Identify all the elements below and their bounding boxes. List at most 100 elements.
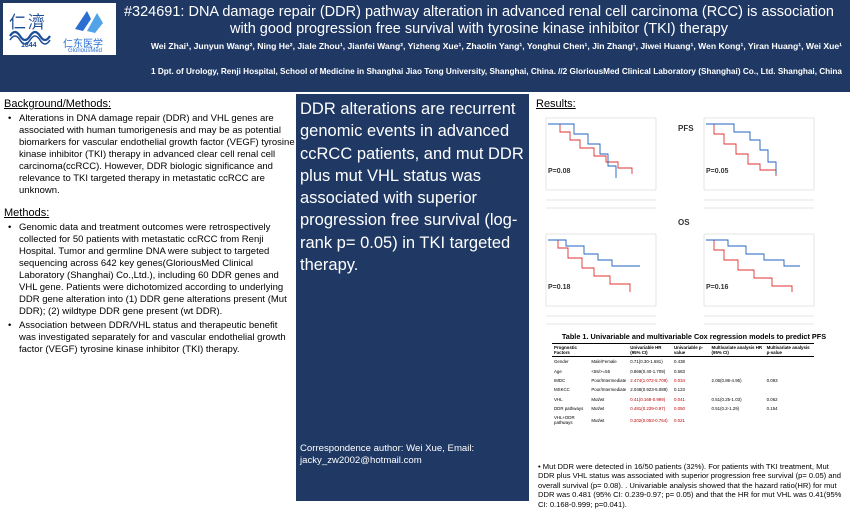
- table-cell: 0.062: [766, 396, 778, 402]
- table-cell: 0.51(0.25-1.03): [711, 396, 742, 402]
- km-plot-svg: [703, 233, 815, 325]
- table-cell: 0.71(0.30-1.681): [630, 359, 663, 365]
- methods-bullet-2: • Association between DDR/VHL status and …: [4, 320, 295, 356]
- pfs-label: PFS: [678, 124, 694, 133]
- background-text: Alterations in DNA damage repair (DDR) a…: [19, 113, 295, 196]
- bullet-marker: •: [8, 320, 12, 331]
- os-label: OS: [678, 218, 690, 227]
- table-row: IMDC Poor/Intermediate 2.474(1.072-5.709…: [552, 376, 814, 385]
- table-cell: 2.06(0.86-4.95): [711, 377, 742, 383]
- table-cell: [765, 413, 814, 427]
- table-row: DDR pathways Mut/wt 0.481(0.239-0.97) 0.…: [552, 404, 814, 413]
- renji-logo-year: 1844: [21, 42, 37, 49]
- affiliation-line: 1 Dpt. of Urology, Renji Hospital, Schoo…: [151, 67, 842, 76]
- renji-logo-text: 仁濟: [9, 13, 47, 33]
- table-cell: 0.093: [766, 377, 778, 383]
- results-summary: • Mut DDR were detected in 16/50 patient…: [538, 462, 846, 509]
- table-cell: [710, 366, 765, 375]
- correspondence: Correspondence author: Wei Xue, Email: j…: [300, 443, 475, 466]
- background-section: Background/Methods: • Alterations in DNA …: [0, 94, 295, 197]
- p-value-label: P=0.18: [548, 284, 571, 291]
- title-banner: 仁濟 1844 仁东医学 GloriousMed #324691: DNA da…: [0, 0, 850, 92]
- table-cell: 0.869(0.40-1.709): [630, 368, 666, 374]
- gloriousmed-logo-en: GloriousMed: [68, 48, 103, 54]
- methods-text-2: Association between DDR/VHL status and t…: [19, 320, 286, 355]
- table-title: Table 1. Univariable and multivariable C…: [561, 332, 827, 341]
- table-cell: 0.050: [673, 406, 685, 412]
- table-cell: 0.041: [673, 396, 685, 402]
- table-header-row: Prognostic Factors Univariable HR (95% C…: [552, 343, 814, 357]
- km-plot-svg: [545, 117, 657, 209]
- background-heading: Background/Methods:: [4, 98, 112, 110]
- table-cell: [765, 366, 814, 375]
- results-summary-text: Mut DDR were detected in 16/50 patients …: [538, 462, 842, 509]
- table-cell: 0.021: [673, 417, 685, 423]
- left-column: Background/Methods: • Alterations in DNA …: [0, 94, 295, 501]
- table-cell: [765, 357, 814, 367]
- table-cell: MSKCC: [554, 387, 570, 393]
- km-plot-pfs-vhl-ddr: P=0.05: [694, 110, 818, 220]
- methods-text-1: Genomic data and treatment outcomes were…: [19, 222, 287, 317]
- table-row: VHL Mut/wt 0.41(0.168-0.999) 0.041 0.51(…: [552, 395, 814, 404]
- title-line-1: #324691: DNA damage repair (DDR) pathway…: [123, 4, 835, 20]
- table-cell: <55/>=55: [591, 368, 611, 374]
- table-header-cell: Univariable HR (95% CI): [628, 343, 672, 357]
- gloriousmed-logo: 仁东医学 GloriousMed: [63, 7, 115, 54]
- results-column: Results: PFS OS P=0.08 P=0.05 P: [532, 94, 850, 501]
- table-cell: [765, 385, 814, 394]
- table-cell: Mut/wt: [591, 417, 605, 423]
- bullet-marker: •: [8, 222, 12, 233]
- table-header-cell: Multivariate analysis p-value: [764, 343, 814, 357]
- table-cell: Poor/Intermediate: [591, 387, 627, 393]
- table-cell: Gender: [554, 359, 569, 365]
- methods-heading: Methods:: [4, 207, 50, 219]
- km-plot-os-ddr: P=0.18: [536, 226, 660, 336]
- table-header-cell: [589, 343, 629, 357]
- table-cell: 0.202(0.053-0.764): [630, 417, 668, 423]
- methods-section: Methods: • Genomic data and treatment out…: [0, 197, 295, 356]
- table-cell: 0.683: [673, 368, 685, 374]
- cox-table-section: Table 1. Univariable and multivariable C…: [538, 332, 828, 428]
- background-bullet: • Alterations in DNA damage repair (DDR) …: [4, 113, 295, 197]
- renji-logo-stripes: [9, 30, 51, 45]
- title-line-2: with good progression free survival with…: [229, 21, 729, 37]
- table-cell: Mut/wt: [591, 406, 605, 412]
- author-list: Wei Zhai¹, Junyun Wang², Ning He², Jiale…: [150, 41, 842, 51]
- table-cell: [710, 413, 765, 427]
- results-heading: Results:: [536, 98, 576, 110]
- p-value-label: P=0.08: [548, 168, 571, 175]
- table-cell: VHL: [554, 396, 563, 402]
- table-cell: DDR pathways: [554, 406, 584, 412]
- km-plot-os-vhl-ddr: P=0.16: [694, 226, 818, 336]
- bullet-marker: •: [538, 462, 543, 471]
- table-header-cell: Prognostic Factors: [552, 343, 590, 357]
- p-value-label: P=0.05: [706, 168, 729, 175]
- table-cell: Mut/wt: [591, 396, 605, 402]
- key-message: DDR alterations are recurrent genomic ev…: [300, 100, 524, 275]
- table-cell: 0.481(0.239-0.97): [630, 406, 666, 412]
- poster-title: #324691: DNA damage repair (DDR) pathway…: [118, 4, 840, 38]
- table-cell: 2.474(1.072-5.709): [630, 377, 668, 383]
- table-row: Gender Male/Female 0.71(0.30-1.681) 0.43…: [552, 357, 814, 367]
- table-cell: 0.123: [673, 387, 685, 393]
- table-header-cell: Univariable p-value: [671, 343, 710, 357]
- table-cell: IMDC: [554, 377, 566, 383]
- table-cell: Poor/Intermediate: [591, 377, 627, 383]
- table-cell: 2.048(0.923-5.089): [630, 387, 668, 393]
- methods-bullet-1: • Genomic data and treatment outcomes wer…: [4, 222, 295, 318]
- table-cell: VHL+DDR pathways: [554, 415, 575, 426]
- km-plot-svg: [703, 117, 815, 209]
- bullet-marker: •: [8, 113, 12, 124]
- table-row: Age <55/>=55 0.869(0.40-1.709) 0.683: [552, 366, 814, 375]
- table-cell: Age: [554, 368, 562, 374]
- logo-area: 仁濟 1844 仁东医学 GloriousMed: [3, 3, 116, 55]
- table-cell: 0.154: [766, 406, 778, 412]
- table-cell: [710, 385, 765, 394]
- table-cell: Male/Female: [591, 359, 617, 365]
- table-cell: [710, 357, 765, 367]
- gloriousmed-logo-mark: [75, 11, 103, 33]
- table-cell: 0.41(0.168-0.999): [630, 396, 666, 402]
- table-row: MSKCC Poor/Intermediate 2.048(0.923-5.08…: [552, 385, 814, 394]
- renji-logo: 仁濟 1844: [7, 8, 55, 52]
- km-plot-svg: [545, 233, 657, 325]
